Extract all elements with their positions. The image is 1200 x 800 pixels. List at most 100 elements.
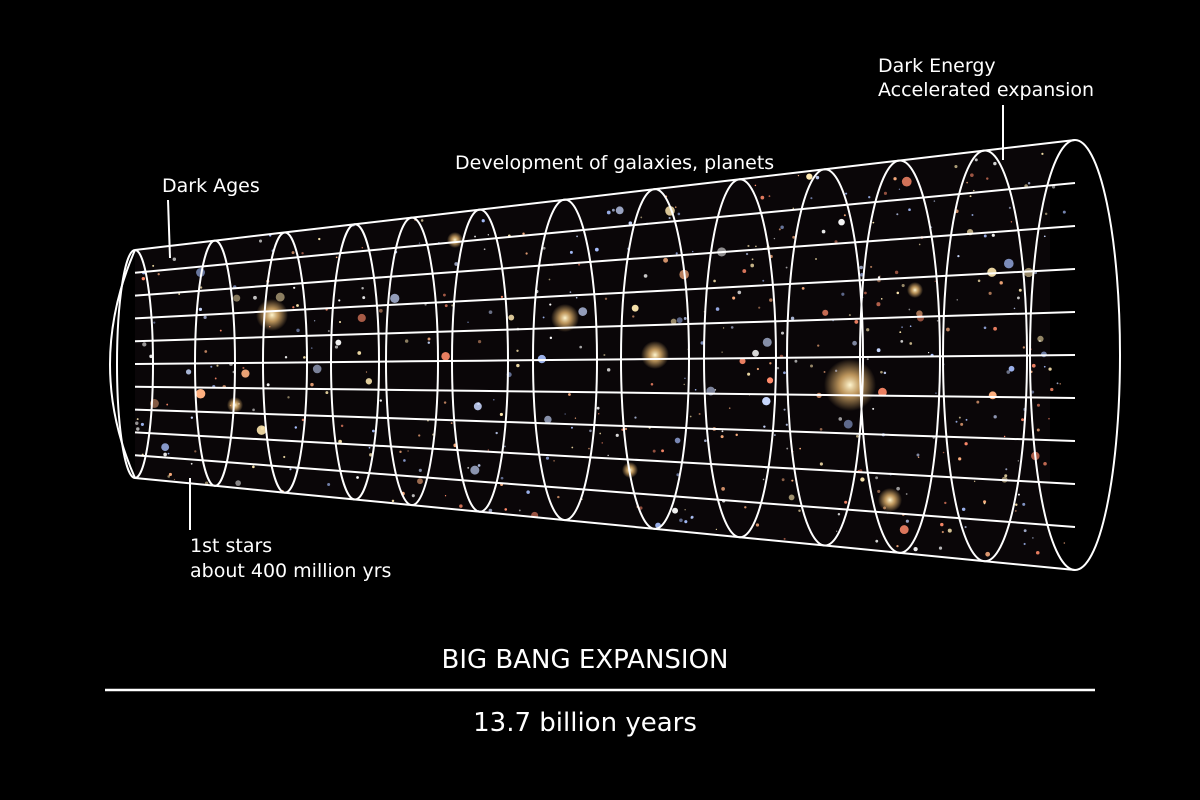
galaxy bbox=[856, 435, 859, 438]
galaxy bbox=[944, 501, 947, 505]
galaxy bbox=[1017, 296, 1020, 300]
galaxy bbox=[140, 422, 144, 426]
galaxy bbox=[467, 321, 469, 323]
galaxy bbox=[318, 237, 321, 241]
galaxy bbox=[752, 349, 759, 357]
galaxy bbox=[843, 419, 853, 429]
galaxy bbox=[715, 307, 720, 311]
galaxy bbox=[893, 177, 897, 181]
galaxy bbox=[493, 398, 495, 401]
galaxy bbox=[821, 229, 826, 234]
galaxy bbox=[301, 418, 305, 422]
galaxy bbox=[161, 443, 170, 452]
label: about 400 million yrs bbox=[190, 560, 391, 582]
galaxy bbox=[1031, 363, 1036, 368]
galaxy bbox=[516, 363, 520, 368]
galaxy bbox=[361, 247, 364, 249]
galaxy bbox=[792, 207, 794, 210]
galaxy bbox=[454, 262, 459, 266]
galaxy bbox=[755, 245, 757, 248]
galaxy bbox=[721, 487, 725, 491]
galaxy bbox=[576, 235, 578, 238]
galaxy bbox=[762, 337, 772, 347]
galaxy bbox=[859, 265, 863, 270]
galaxy bbox=[875, 539, 879, 543]
galaxy bbox=[549, 336, 553, 340]
galaxy bbox=[356, 476, 359, 479]
galaxy bbox=[1048, 367, 1052, 371]
galaxy bbox=[242, 366, 245, 370]
galaxy bbox=[704, 439, 707, 443]
grid-line bbox=[134, 454, 1076, 528]
galaxy bbox=[596, 406, 600, 410]
galaxy bbox=[810, 364, 814, 368]
galaxy bbox=[338, 299, 341, 302]
galaxy bbox=[675, 252, 678, 255]
galaxy bbox=[735, 433, 738, 437]
galaxy bbox=[135, 421, 139, 425]
galaxy bbox=[450, 422, 453, 425]
galaxy bbox=[292, 306, 295, 309]
galaxy bbox=[868, 196, 871, 199]
galaxy bbox=[769, 362, 772, 365]
galaxy bbox=[650, 382, 654, 386]
grid-line bbox=[134, 182, 1076, 274]
galaxy bbox=[661, 449, 665, 453]
galaxy bbox=[296, 328, 300, 333]
galaxy bbox=[568, 393, 571, 396]
galaxy bbox=[418, 242, 421, 244]
galaxy bbox=[252, 408, 255, 412]
galaxy bbox=[901, 326, 903, 329]
galaxy bbox=[1063, 542, 1066, 544]
grid-line bbox=[134, 354, 1076, 365]
galaxy bbox=[762, 396, 771, 406]
galaxy bbox=[689, 415, 692, 418]
funnel-wireframe bbox=[116, 139, 1121, 571]
galaxy bbox=[1044, 212, 1048, 216]
galaxy bbox=[676, 317, 683, 324]
galaxy bbox=[548, 278, 551, 281]
galaxy bbox=[399, 450, 402, 454]
galaxy bbox=[1043, 235, 1046, 238]
galaxy bbox=[404, 339, 409, 343]
galaxy bbox=[1003, 435, 1006, 438]
galaxy bbox=[1014, 509, 1017, 512]
galaxy bbox=[942, 451, 945, 454]
galaxy bbox=[841, 292, 845, 296]
galaxy bbox=[1008, 365, 1015, 372]
galaxy bbox=[674, 206, 677, 208]
galaxy bbox=[896, 544, 899, 548]
galaxy bbox=[443, 293, 446, 297]
galaxy bbox=[878, 387, 887, 397]
galaxy bbox=[672, 507, 679, 514]
galaxy bbox=[606, 368, 611, 372]
galaxy bbox=[283, 455, 286, 459]
galaxy bbox=[481, 219, 485, 223]
galaxy bbox=[301, 252, 304, 255]
galaxy bbox=[845, 192, 848, 195]
galaxy bbox=[747, 244, 750, 248]
galaxy bbox=[643, 274, 648, 278]
galaxy bbox=[1043, 365, 1046, 368]
galaxy bbox=[747, 372, 751, 376]
galaxy bbox=[1056, 382, 1059, 385]
galaxy bbox=[760, 195, 765, 200]
galaxy bbox=[838, 218, 845, 226]
galaxy bbox=[999, 281, 1003, 285]
galaxy bbox=[411, 494, 415, 498]
galaxy bbox=[1003, 258, 1014, 269]
galaxy bbox=[578, 307, 588, 316]
galaxy bbox=[834, 240, 838, 244]
galaxy bbox=[756, 367, 760, 371]
galaxy bbox=[195, 388, 206, 399]
galaxy bbox=[683, 383, 685, 386]
galaxy bbox=[714, 389, 717, 391]
galaxy bbox=[518, 509, 521, 512]
galaxy bbox=[844, 500, 848, 504]
galaxy bbox=[684, 509, 686, 511]
galaxy bbox=[956, 299, 958, 301]
galaxy bbox=[955, 420, 958, 423]
galaxy bbox=[983, 234, 987, 238]
grid-line bbox=[134, 311, 1076, 343]
